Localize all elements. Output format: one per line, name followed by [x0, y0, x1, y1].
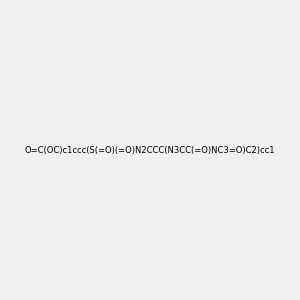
Text: O=C(OC)c1ccc(S(=O)(=O)N2CCC(N3CC(=O)NC3=O)C2)cc1: O=C(OC)c1ccc(S(=O)(=O)N2CCC(N3CC(=O)NC3=…: [25, 146, 275, 154]
